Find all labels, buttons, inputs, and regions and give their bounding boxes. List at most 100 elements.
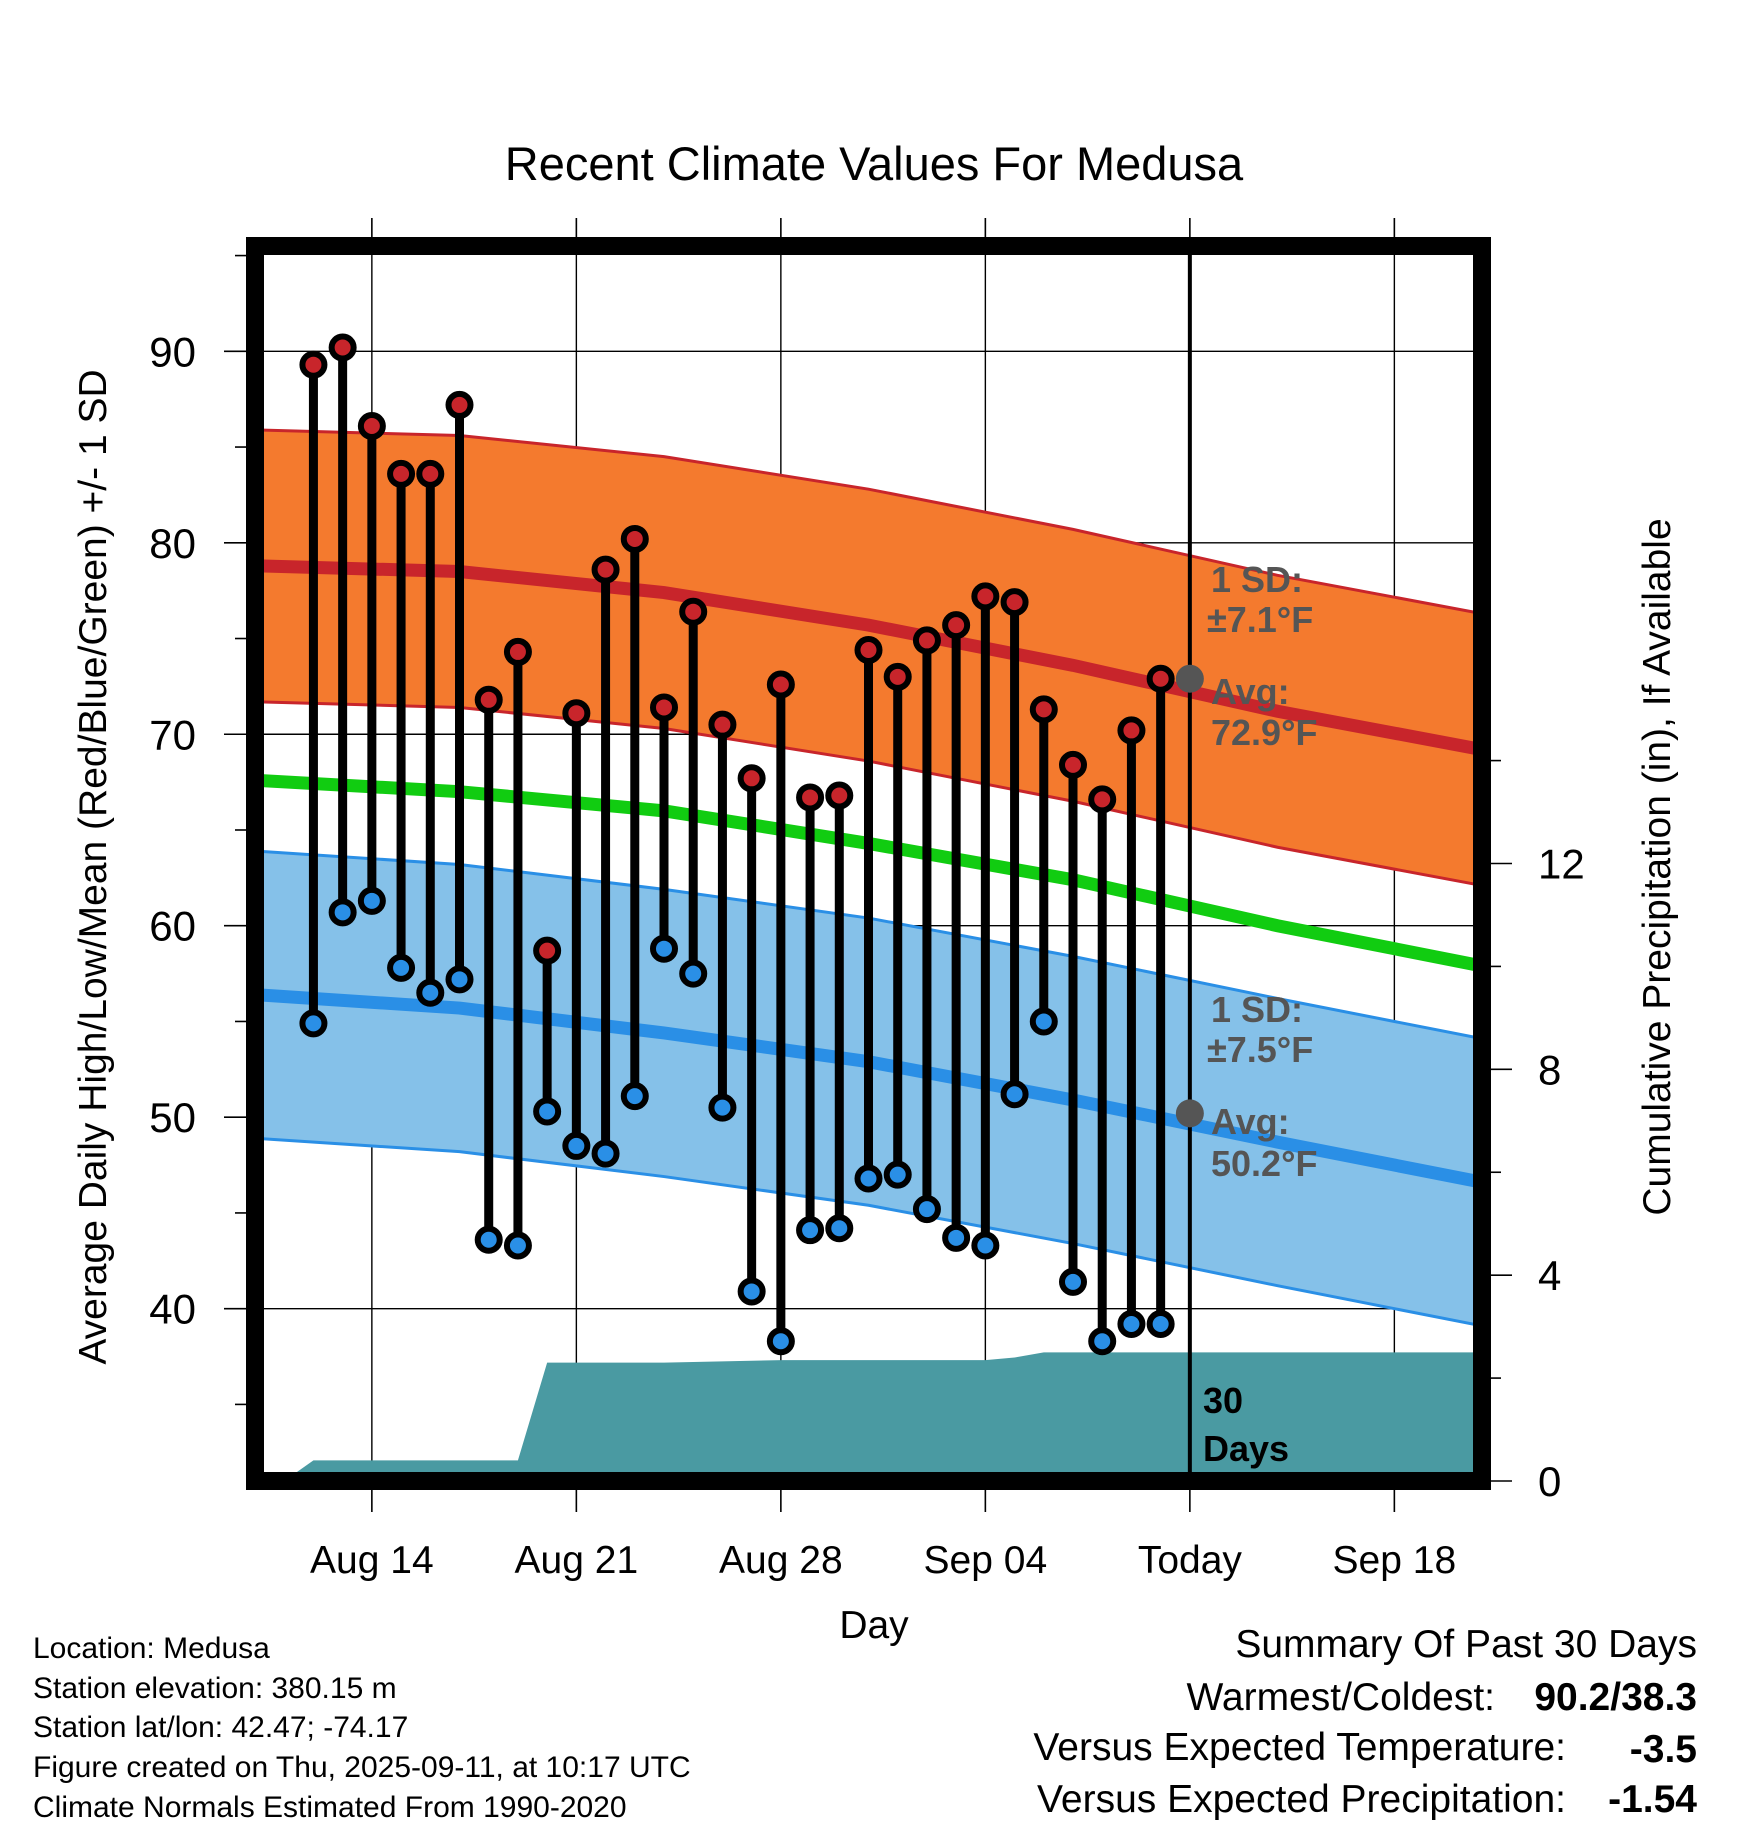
low-temp-point: [825, 1214, 854, 1243]
y-tick-label: 60: [149, 903, 196, 950]
low-temp-point: [299, 1009, 328, 1038]
high-temp-point: [679, 597, 708, 626]
low-temp-point: [416, 978, 445, 1007]
high-temp-point: [825, 781, 854, 810]
low-sd-label: 1 SD:: [1211, 989, 1303, 1030]
low-temp-point: [620, 1082, 649, 1111]
low-sd-value: ±7.5°F: [1207, 1029, 1313, 1070]
high-temp-point: [1117, 716, 1146, 745]
high-temp-point: [503, 637, 532, 666]
low-avg-label: Avg:: [1211, 1101, 1290, 1142]
high-annotation: 1 SD: ±7.1°F Avg: 72.9°F: [1207, 559, 1317, 753]
low-temp-point: [1000, 1080, 1029, 1109]
high-temp-point: [562, 699, 591, 728]
created-text: Figure created on Thu, 2025-09-11, at 10…: [33, 1751, 691, 1784]
low-avg-value: 50.2°F: [1211, 1143, 1317, 1184]
low-temp-point: [562, 1131, 591, 1160]
y-tick-label: 90: [149, 328, 196, 375]
high-sd-label: 1 SD:: [1211, 559, 1303, 600]
y2-axis-label: Cumulative Precipitation (in), If Availa…: [1636, 518, 1679, 1215]
warm-cold-value: 90.2/38.3: [1534, 1676, 1697, 1719]
low-temp-point: [883, 1160, 912, 1189]
low-temp-point: [1117, 1309, 1146, 1338]
y-tick-label: 40: [149, 1286, 196, 1333]
high-temp-point: [1146, 664, 1175, 693]
high-temp-point: [796, 783, 825, 812]
elevation-text: Station elevation: 380.15 m: [33, 1672, 397, 1705]
precipitation-area: [284, 1352, 1482, 1481]
location-text: Location: Medusa: [33, 1632, 270, 1665]
low-temp-point: [387, 953, 416, 982]
high-temp-point: [387, 459, 416, 488]
temp-label: Versus Expected Temperature:: [1033, 1726, 1566, 1769]
high-temp-point: [766, 670, 795, 699]
high-temp-point: [357, 411, 386, 440]
low-temp-point: [1029, 1007, 1058, 1036]
y-axis-label: Average Daily High/Low/Mean (Red/Blue/Gr…: [72, 369, 115, 1364]
low-temp-point: [650, 934, 678, 963]
high-temp-point: [533, 936, 562, 965]
today-normal-high-marker: [1175, 664, 1204, 693]
y2-tick-label: 4: [1538, 1252, 1561, 1299]
today-normal-low-marker: [1175, 1099, 1204, 1128]
low-temp-point: [912, 1195, 941, 1224]
high-temp-point: [971, 582, 1000, 611]
x-tick-label: Aug 28: [719, 1539, 843, 1582]
chart-title: Recent Climate Values For Medusa: [505, 137, 1244, 190]
low-temp-point: [445, 965, 474, 994]
low-temp-point: [679, 959, 708, 988]
high-temp-point: [445, 390, 474, 419]
low-temp-point: [533, 1097, 562, 1126]
x-tick-label: Sep 04: [924, 1539, 1048, 1582]
high-sd-value: ±7.1°F: [1207, 599, 1313, 640]
high-temp-point: [1088, 785, 1117, 814]
low-temp-point: [854, 1164, 883, 1193]
y-tick-label: 70: [149, 711, 196, 758]
y-tick-label: 80: [149, 520, 196, 567]
high-temp-point: [591, 555, 620, 584]
temp-value: -3.5: [1630, 1728, 1697, 1771]
low-temp-point: [942, 1223, 971, 1252]
y2-tick-label: 8: [1538, 1046, 1561, 1093]
summary-title: Summary Of Past 30 Days: [1235, 1623, 1697, 1666]
high-temp-point: [942, 611, 971, 640]
high-temp-point: [737, 764, 766, 793]
low-temp-point: [1146, 1309, 1175, 1338]
latlon-text: Station lat/lon: 42.47; -74.17: [33, 1711, 408, 1744]
low-temp-point: [503, 1231, 532, 1260]
low-temp-point: [796, 1216, 825, 1245]
days-word-label: Days: [1203, 1428, 1289, 1469]
high-avg-value: 72.9°F: [1211, 712, 1317, 753]
high-temp-point: [416, 459, 445, 488]
plot-frame: [246, 237, 1491, 1490]
y2-tick-label: 12: [1538, 841, 1585, 888]
station-info: Location: Medusa Station elevation: 380.…: [33, 1632, 691, 1824]
high-temp-point: [620, 524, 649, 553]
x-tick-label: Sep 18: [1333, 1539, 1457, 1582]
summary: Summary Of Past 30 Days Warmest/Coldest:…: [1033, 1623, 1697, 1821]
high-temp-point: [912, 626, 941, 655]
low-temp-point: [1059, 1267, 1087, 1296]
low-temp-point: [766, 1327, 795, 1356]
plot-inner: [255, 246, 1482, 1481]
high-avg-label: Avg:: [1211, 671, 1290, 712]
high-temp-point: [854, 636, 883, 665]
low-temp-point: [737, 1277, 766, 1306]
high-temp-point: [650, 693, 678, 722]
plot-area: 40 50 60 70 80 90 0 4 8 12 Aug 14 Aug 21 Aug 28 Sep 0…: [149, 218, 1585, 1582]
low-temp-point: [708, 1093, 737, 1122]
high-temp-point: [299, 350, 328, 379]
low-temp-point: [357, 886, 386, 915]
y2-tick-label: 0: [1538, 1458, 1561, 1505]
high-temp-point: [1000, 588, 1029, 617]
normals-text: Climate Normals Estimated From 1990-2020: [33, 1791, 627, 1824]
high-temp-point: [883, 662, 912, 691]
low-temp-point: [1088, 1327, 1117, 1356]
x-tick-label: Today: [1138, 1539, 1243, 1582]
low-temp-point: [591, 1139, 620, 1168]
low-temp-point: [328, 898, 357, 927]
precip-label: Versus Expected Precipitation:: [1037, 1778, 1566, 1821]
low-temp-point: [971, 1231, 1000, 1260]
x-tick-label: Aug 14: [310, 1539, 434, 1582]
